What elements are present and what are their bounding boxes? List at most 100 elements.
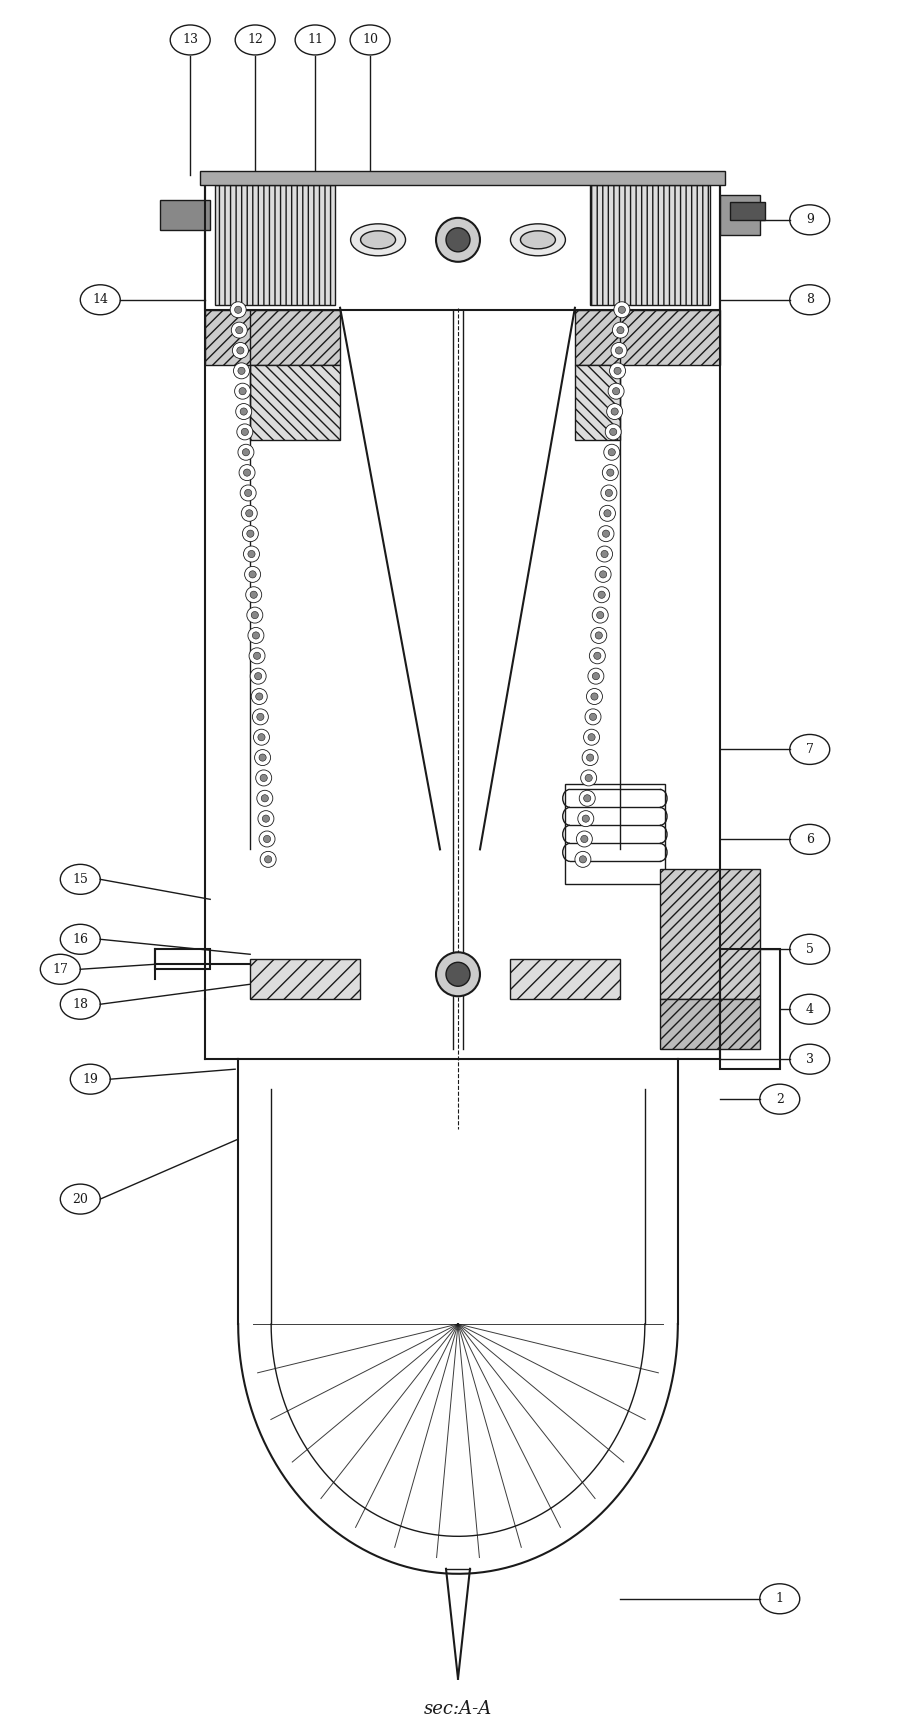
Circle shape <box>251 612 258 619</box>
Bar <box>160 200 210 230</box>
Circle shape <box>245 587 262 602</box>
Circle shape <box>605 490 613 497</box>
Circle shape <box>585 774 593 781</box>
Circle shape <box>241 428 248 435</box>
Text: 1: 1 <box>776 1593 784 1605</box>
Bar <box>565 784 665 884</box>
Bar <box>215 184 335 304</box>
Circle shape <box>601 485 616 501</box>
Circle shape <box>239 387 246 396</box>
Circle shape <box>255 750 270 765</box>
Circle shape <box>244 470 251 476</box>
Circle shape <box>613 387 620 396</box>
Circle shape <box>259 831 275 846</box>
Circle shape <box>585 709 601 724</box>
Circle shape <box>611 342 627 358</box>
Circle shape <box>248 628 264 643</box>
Circle shape <box>598 526 614 542</box>
Polygon shape <box>575 365 620 440</box>
Circle shape <box>610 428 616 435</box>
Circle shape <box>233 342 248 358</box>
Circle shape <box>605 423 621 440</box>
Circle shape <box>260 851 276 867</box>
Circle shape <box>586 753 594 762</box>
Circle shape <box>591 693 598 700</box>
Ellipse shape <box>520 230 555 249</box>
Text: sec:A-A: sec:A-A <box>424 1699 492 1718</box>
Circle shape <box>581 771 596 786</box>
Circle shape <box>581 836 588 843</box>
Bar <box>720 194 759 236</box>
Circle shape <box>618 306 626 313</box>
Circle shape <box>251 688 267 705</box>
Circle shape <box>256 693 263 700</box>
Circle shape <box>249 571 256 578</box>
Polygon shape <box>575 310 720 365</box>
Circle shape <box>244 545 259 562</box>
Circle shape <box>609 363 626 378</box>
Circle shape <box>253 709 268 724</box>
Circle shape <box>583 795 591 802</box>
Circle shape <box>589 648 605 664</box>
Text: 5: 5 <box>806 943 813 956</box>
Circle shape <box>598 592 605 599</box>
Circle shape <box>235 404 252 420</box>
Circle shape <box>261 795 268 802</box>
Circle shape <box>604 509 611 518</box>
Text: 14: 14 <box>93 294 108 306</box>
Circle shape <box>599 506 616 521</box>
Ellipse shape <box>510 224 565 256</box>
Circle shape <box>583 729 600 745</box>
Text: 13: 13 <box>182 33 198 46</box>
Circle shape <box>579 857 586 863</box>
Circle shape <box>614 368 621 375</box>
Circle shape <box>603 464 618 480</box>
Circle shape <box>593 673 599 679</box>
Bar <box>730 201 765 220</box>
Bar <box>155 949 210 970</box>
Bar <box>510 960 620 999</box>
Bar <box>250 960 360 999</box>
Circle shape <box>616 327 624 334</box>
Circle shape <box>579 789 595 807</box>
Circle shape <box>252 631 259 640</box>
Circle shape <box>262 815 269 822</box>
Bar <box>660 999 759 1049</box>
Circle shape <box>230 301 246 318</box>
Text: 3: 3 <box>806 1053 813 1066</box>
Circle shape <box>583 750 598 765</box>
Text: 20: 20 <box>72 1192 88 1206</box>
Circle shape <box>256 789 273 807</box>
Text: 12: 12 <box>247 33 263 46</box>
Text: 2: 2 <box>776 1092 784 1106</box>
Circle shape <box>586 688 603 705</box>
Circle shape <box>599 571 606 578</box>
Circle shape <box>237 423 253 440</box>
Circle shape <box>260 774 267 781</box>
Circle shape <box>614 301 630 318</box>
Circle shape <box>246 607 263 623</box>
Bar <box>201 170 725 184</box>
Circle shape <box>594 652 601 659</box>
Text: 19: 19 <box>82 1073 98 1085</box>
Text: 7: 7 <box>806 743 813 755</box>
Bar <box>590 184 710 304</box>
Circle shape <box>250 592 257 599</box>
Circle shape <box>601 550 608 557</box>
Circle shape <box>596 545 613 562</box>
Text: 6: 6 <box>806 832 813 846</box>
Polygon shape <box>250 365 340 440</box>
Circle shape <box>240 408 247 415</box>
Text: 8: 8 <box>806 294 813 306</box>
Circle shape <box>238 368 245 375</box>
Circle shape <box>234 306 242 313</box>
Circle shape <box>576 831 593 846</box>
Circle shape <box>245 566 260 583</box>
Circle shape <box>596 612 604 619</box>
Circle shape <box>446 227 470 251</box>
Text: 15: 15 <box>72 872 88 886</box>
Circle shape <box>436 218 480 261</box>
Circle shape <box>608 384 624 399</box>
Text: 16: 16 <box>72 932 88 946</box>
Circle shape <box>249 648 265 664</box>
